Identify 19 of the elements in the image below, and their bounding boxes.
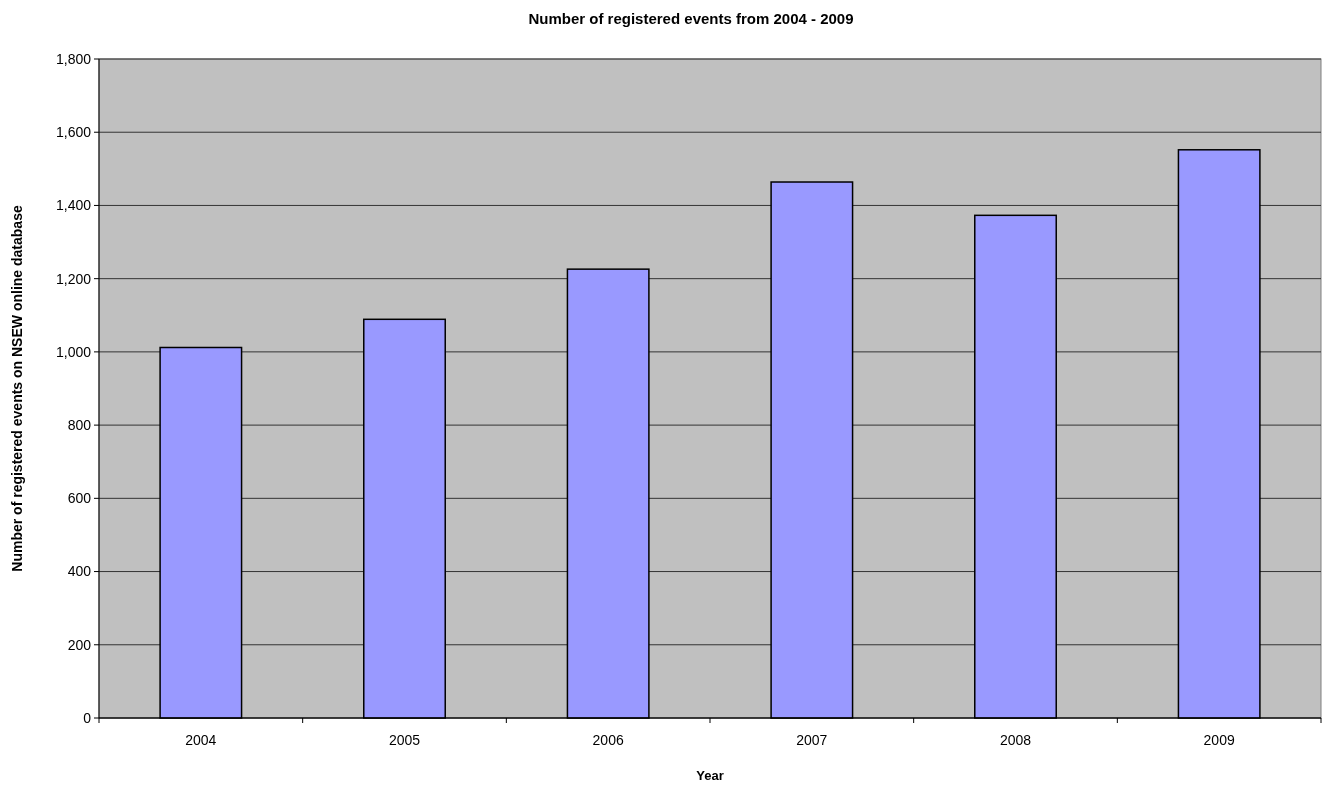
x-axis-title: Year bbox=[696, 768, 724, 783]
y-tick-label: 800 bbox=[67, 417, 92, 434]
y-tick-label: 0 bbox=[83, 709, 92, 726]
y-tick-label: 1,400 bbox=[55, 197, 92, 214]
x-tick-label: 2008 bbox=[999, 732, 1032, 748]
y-tick-label: 1,800 bbox=[55, 50, 92, 67]
y-axis-title: Number of registered events on NSEW online database bbox=[9, 205, 25, 572]
y-tick-label: 1,200 bbox=[55, 270, 92, 287]
x-tick-label: 2007 bbox=[796, 732, 828, 748]
chart-title: Number of registered events from 2004 - 2009 bbox=[528, 10, 854, 27]
y-tick-label: 400 bbox=[67, 563, 92, 580]
y-tick-label: 1,600 bbox=[55, 124, 92, 141]
x-tick-label: 2009 bbox=[1203, 732, 1235, 748]
y-tick-label: 600 bbox=[67, 490, 92, 507]
x-tick-label: 2004 bbox=[185, 732, 217, 748]
x-tick-label: 2006 bbox=[592, 732, 624, 748]
y-tick-label: 200 bbox=[67, 636, 92, 653]
x-tick-label: 2005 bbox=[388, 732, 421, 748]
y-tick-label: 1,000 bbox=[55, 343, 92, 360]
